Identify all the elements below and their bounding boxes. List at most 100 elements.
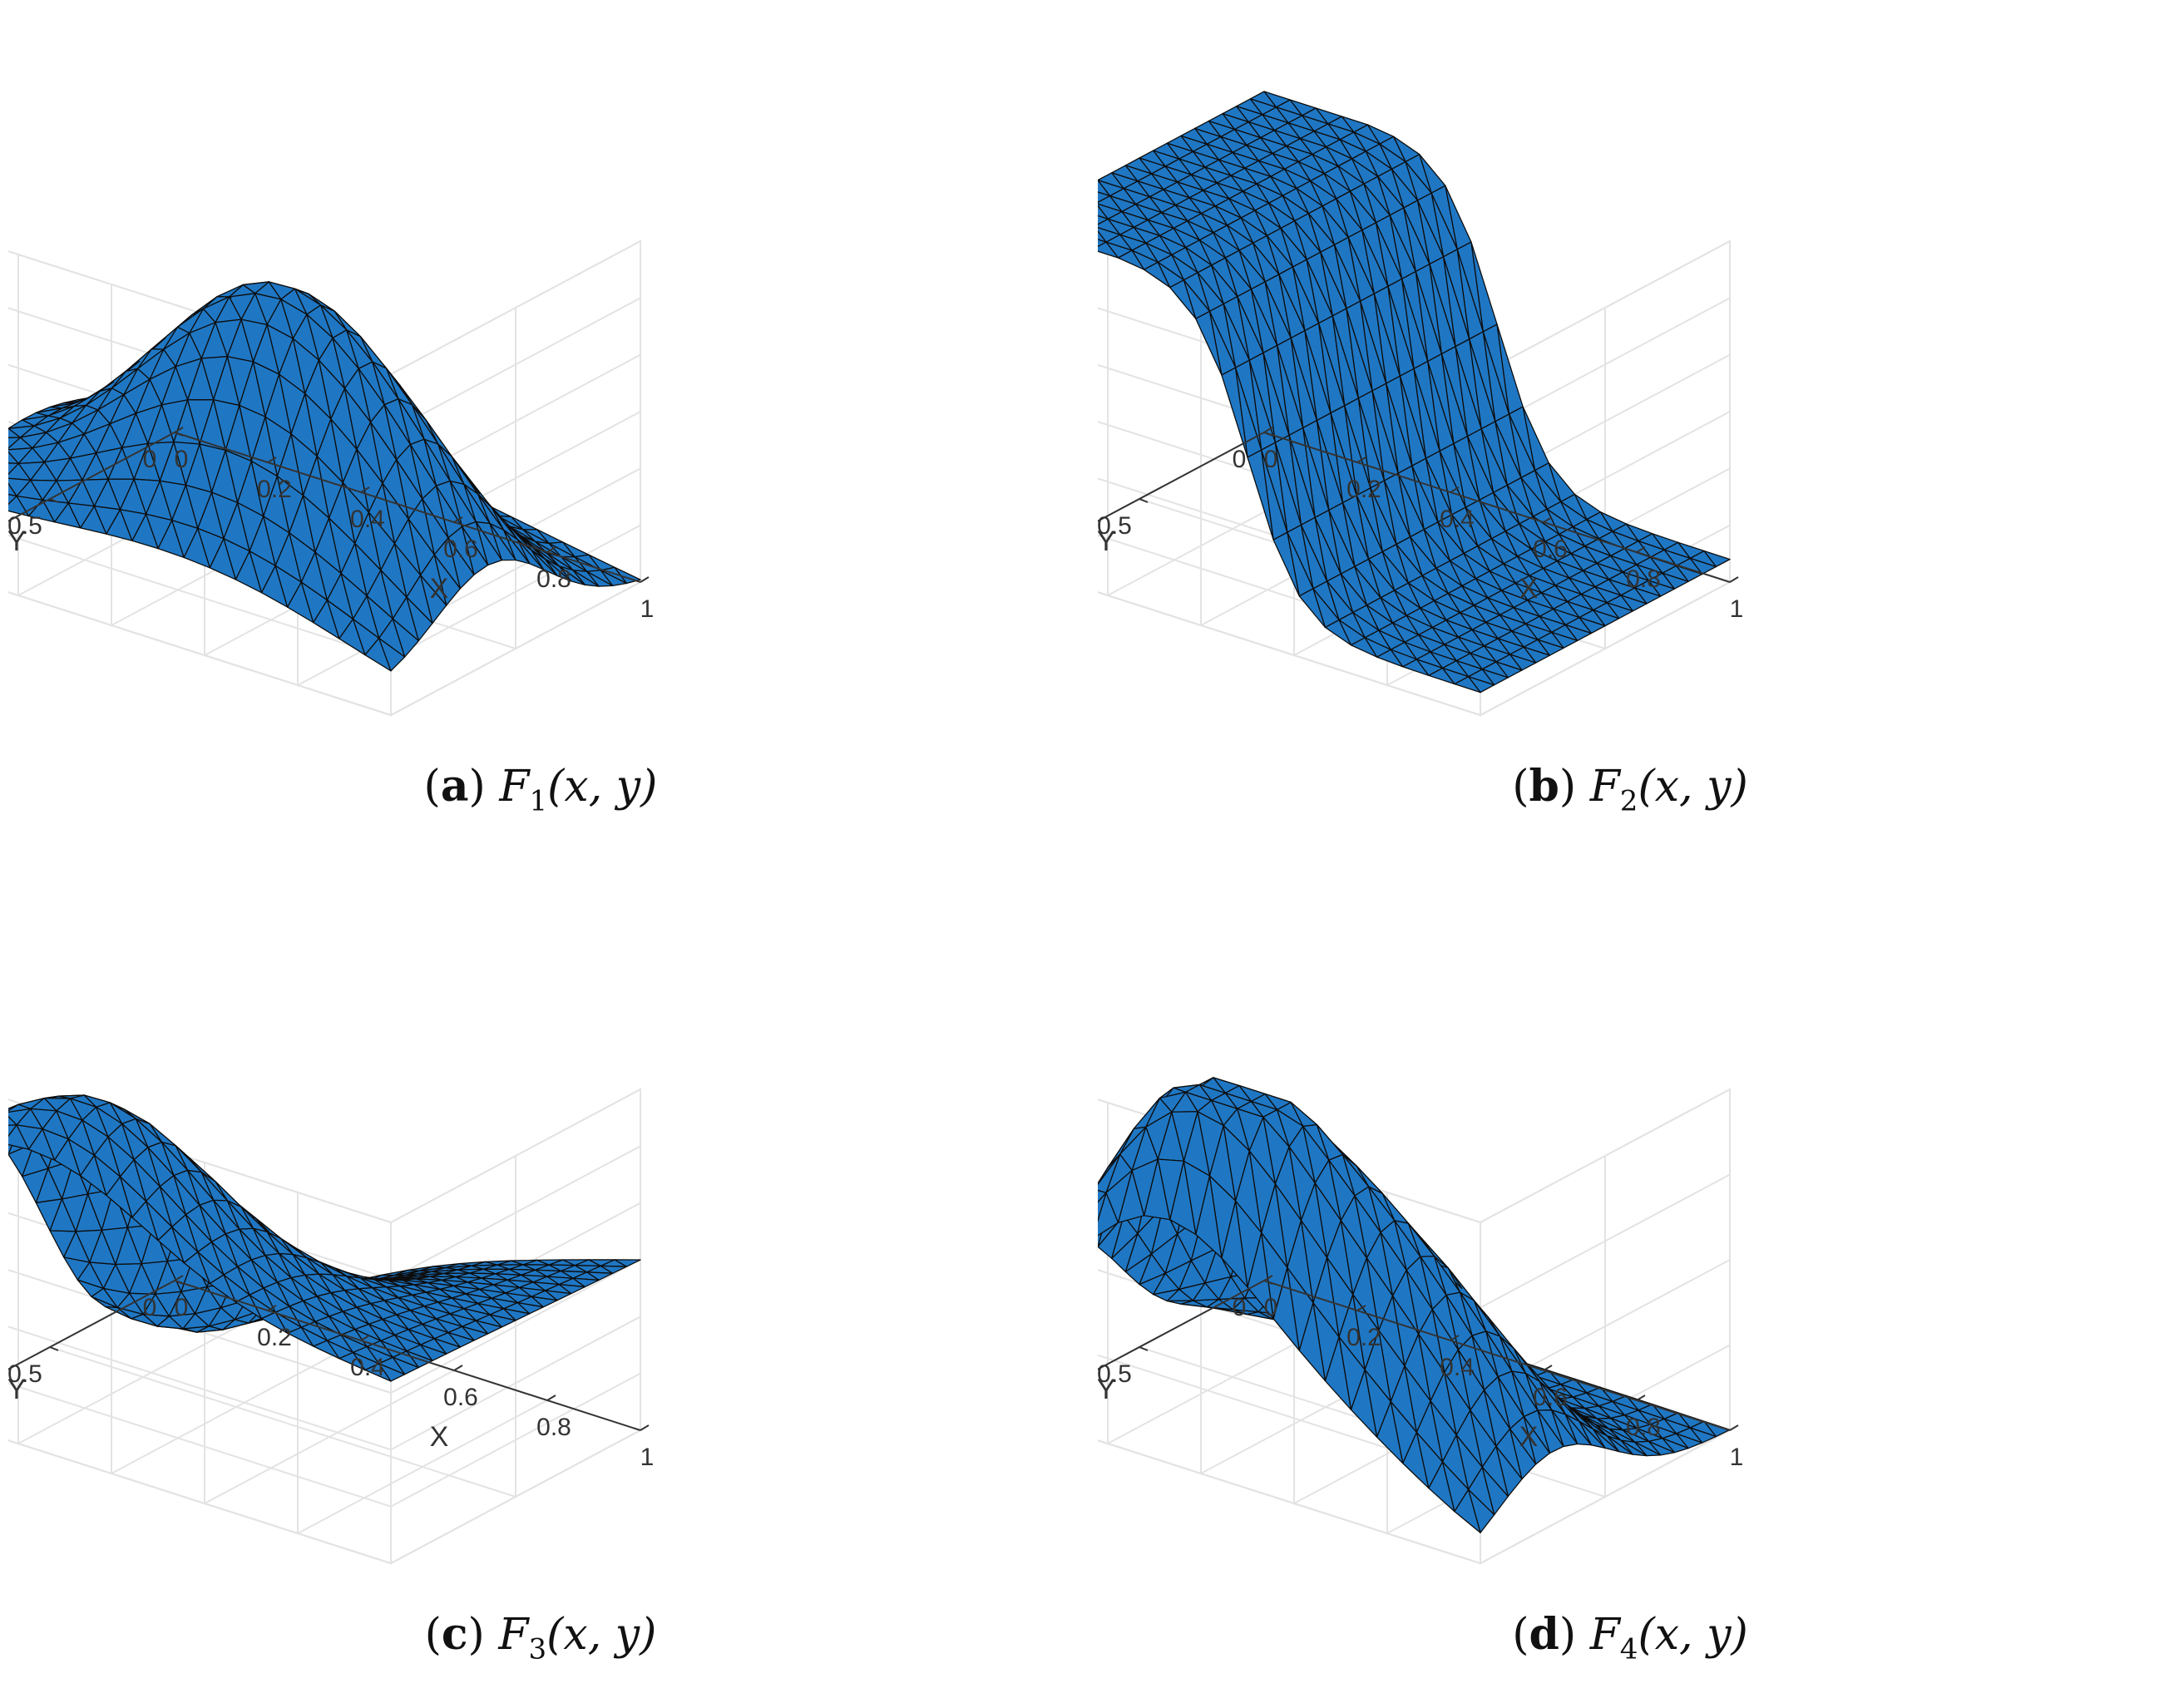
x-tick <box>174 427 184 433</box>
z-grid-line <box>8 1259 641 1395</box>
surface-facet <box>8 1115 17 1126</box>
x-tick <box>360 1335 370 1341</box>
x-tick <box>1263 1275 1273 1281</box>
caption-letter: a <box>440 761 469 812</box>
x-tick <box>1729 576 1739 583</box>
x-tick-label: 0 <box>1264 446 1278 473</box>
x-tick-label: 0.4 <box>1440 1354 1475 1381</box>
surface-mesh <box>8 281 641 672</box>
surface-mesh <box>1098 1077 1731 1533</box>
caption-d: (d) F4(x, y) <box>1512 1609 1748 1666</box>
caption-letter: c <box>441 1609 468 1660</box>
surface-facet <box>8 1124 17 1138</box>
y-grid-line <box>1139 1156 1606 1498</box>
caption-args: (x, y) <box>1638 1610 1748 1660</box>
y-tick-label: 0.5 <box>8 1360 42 1388</box>
z-grid-line <box>8 1372 641 1508</box>
caption-sub: 2 <box>1619 784 1638 818</box>
surface-facet <box>1098 230 1107 243</box>
surface-plot-c: 00.20.40.60.8100.511.11.151.21.251.31.35… <box>8 1088 655 1565</box>
x-axis-line <box>174 1280 641 1431</box>
x-tick-label: 0.4 <box>350 506 385 533</box>
y-tick <box>1139 1346 1149 1351</box>
x-tick-label: 0 <box>1264 1294 1278 1321</box>
surface-facet <box>1098 180 1111 197</box>
axes-group: 00.20.40.60.8100.51-0.0500.050.10.150.20… <box>1098 427 1744 623</box>
panel-c: 00.20.40.60.8100.511.11.151.21.251.31.35… <box>8 848 1073 1696</box>
x-tick <box>1263 427 1273 433</box>
x-axis-label: X <box>430 1421 449 1453</box>
x-tick-label: 0.4 <box>350 1354 385 1381</box>
y-axis-label: Y <box>8 526 26 557</box>
caption-a: (a) F1(x, y) <box>423 761 658 818</box>
caption-sub: 4 <box>1619 1632 1638 1666</box>
caption-args: (x, y) <box>547 762 658 812</box>
x-tick-label: 0.2 <box>1346 1324 1381 1351</box>
x-tick <box>546 1395 556 1401</box>
x-tick <box>1450 1335 1460 1341</box>
z-grid-line <box>1098 581 1731 717</box>
x-tick <box>267 457 277 463</box>
surface-facet <box>1098 205 1109 220</box>
x-tick <box>1636 546 1646 553</box>
surface-facet <box>8 462 19 476</box>
y-tick-label: 0 <box>143 1294 157 1321</box>
x-tick-label: 0.6 <box>443 536 478 563</box>
x-axis-line <box>1263 1280 1731 1431</box>
x-tick-label: 0.2 <box>257 476 292 503</box>
surface-facet <box>8 482 17 497</box>
x-tick <box>453 516 463 523</box>
caption-args: (x, y) <box>1638 762 1748 812</box>
y-tick-label: 0 <box>1233 446 1247 473</box>
x-tick-label: 1 <box>640 1444 655 1471</box>
y-tick <box>174 432 184 437</box>
y-tick-label: 0.5 <box>8 512 42 540</box>
x-tick-label: 0 <box>175 1294 189 1321</box>
y-tick <box>49 498 59 503</box>
x-tick <box>1543 1365 1553 1371</box>
x-tick-label: 0.6 <box>443 1384 478 1411</box>
caption-c: (c) F3(x, y) <box>424 1609 657 1666</box>
caption-func: F <box>1589 762 1620 812</box>
x-tick <box>1356 1305 1366 1311</box>
x-tick-label: 0.6 <box>1533 536 1568 563</box>
x-axis-label: X <box>1519 1421 1539 1453</box>
y-tick <box>1263 1280 1273 1285</box>
caption-func: F <box>498 1610 529 1660</box>
x-tick <box>1543 516 1553 523</box>
surface-facet <box>1098 191 1111 203</box>
x-tick-label: 0.2 <box>1346 476 1381 503</box>
surface-facet <box>8 493 17 506</box>
x-tick-label: 0.4 <box>1440 506 1475 533</box>
x-tick-label: 0.8 <box>1626 565 1661 593</box>
x-tick-label: 1 <box>1730 1444 1744 1471</box>
y-axis-label: Y <box>8 1374 26 1405</box>
surface-facet <box>8 451 19 465</box>
surface-facet <box>1098 1192 1107 1223</box>
x-tick-label: 0.6 <box>1533 1384 1568 1411</box>
y-tick-label: 0 <box>143 446 157 473</box>
axes-group: 00.20.40.60.8100.511.11.151.21.251.31.35… <box>8 1275 655 1471</box>
caption-func: F <box>499 762 530 812</box>
x-tick-label: 1 <box>1730 595 1744 623</box>
caption-sub: 1 <box>529 784 548 818</box>
x-axis-label: X <box>1519 573 1539 605</box>
x-tick <box>640 576 650 583</box>
x-tick <box>174 1275 184 1281</box>
panel-a: 00.20.40.60.8100.5100.20.40.60.811.2XYZ … <box>8 0 1073 848</box>
surface-facet <box>1098 239 1107 248</box>
x-tick-label: 1 <box>640 595 655 623</box>
surface-mesh <box>8 1094 641 1382</box>
surface-facet <box>1098 215 1109 225</box>
caption-b: (b) F2(x, y) <box>1512 761 1748 818</box>
x-tick <box>360 486 370 493</box>
x-tick <box>1356 457 1366 463</box>
x-tick <box>546 546 556 553</box>
x-axis-label: X <box>430 573 449 605</box>
